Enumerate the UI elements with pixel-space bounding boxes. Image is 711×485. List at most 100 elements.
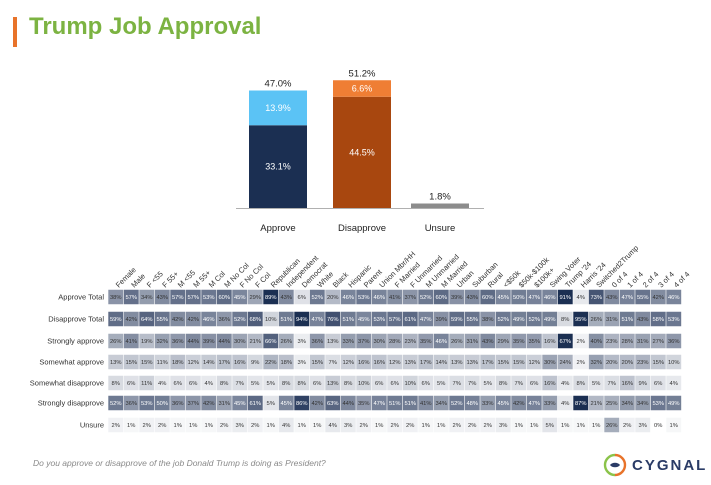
crosstab-cell bbox=[526, 354, 542, 370]
crosstab-cell bbox=[154, 289, 170, 305]
crosstab-cell-value: 3% bbox=[298, 339, 306, 345]
crosstab-cell-value: 1% bbox=[174, 423, 182, 429]
crosstab-cell bbox=[604, 311, 620, 327]
crosstab-cell-value: 32% bbox=[590, 360, 602, 366]
crosstab-cell bbox=[573, 289, 589, 305]
crosstab-cell-value: 42% bbox=[187, 317, 199, 323]
crosstab-cell bbox=[573, 417, 589, 433]
crosstab-cell bbox=[588, 354, 604, 370]
crosstab-cell bbox=[495, 417, 511, 433]
crosstab-cell-value: 28% bbox=[389, 339, 401, 345]
crosstab-cell-value: 44% bbox=[342, 401, 354, 407]
crosstab-cell bbox=[170, 354, 186, 370]
crosstab-cell bbox=[418, 289, 434, 305]
crosstab-cell bbox=[666, 354, 682, 370]
crosstab-cell-value: 20% bbox=[327, 295, 339, 301]
brand-logo: CYGNAL bbox=[602, 453, 707, 477]
crosstab-cell-value: 41% bbox=[125, 339, 137, 345]
crosstab-cell-value: 59% bbox=[451, 317, 463, 323]
crosstab-cell-value: 5% bbox=[546, 423, 554, 429]
crosstab-cell-value: 35% bbox=[358, 401, 370, 407]
crosstab-cell bbox=[650, 354, 666, 370]
crosstab-cell-value: 34% bbox=[637, 401, 649, 407]
bar-somewhat-disapprove bbox=[333, 80, 391, 97]
crosstab-cell-value: 39% bbox=[451, 295, 463, 301]
crosstab-cell bbox=[216, 417, 232, 433]
crosstab-cell-value: 44% bbox=[187, 339, 199, 345]
crosstab-cell-value: 15% bbox=[311, 360, 323, 366]
crosstab-cell bbox=[232, 311, 248, 327]
crosstab-cell-value: 16% bbox=[544, 339, 556, 345]
crosstab-cell bbox=[340, 311, 356, 327]
crosstab-cell bbox=[216, 395, 232, 411]
crosstab-cell bbox=[542, 395, 558, 411]
crosstab-cell-value: 42% bbox=[125, 317, 137, 323]
crosstab-cell bbox=[154, 417, 170, 433]
crosstab-cell bbox=[263, 289, 279, 305]
crosstab-cell-value: 46% bbox=[544, 295, 556, 301]
bar-strong-value-label: 33.1% bbox=[265, 162, 291, 172]
crosstab-cell-value: 47% bbox=[311, 317, 323, 323]
crosstab-cell-value: 46% bbox=[342, 295, 354, 301]
crosstab-cell-value: 20% bbox=[606, 360, 618, 366]
crosstab-cell-value: 8% bbox=[282, 381, 290, 387]
crosstab-cell bbox=[185, 354, 201, 370]
crosstab-cell-value: 14% bbox=[435, 360, 447, 366]
crosstab-cell-value: 35% bbox=[513, 339, 525, 345]
crosstab-cell-value: 43% bbox=[482, 339, 494, 345]
crosstab-cell bbox=[511, 289, 527, 305]
crosstab-cell-value: 6% bbox=[174, 381, 182, 387]
crosstab-cell-value: 67% bbox=[559, 339, 571, 345]
crosstab-cell bbox=[371, 417, 387, 433]
crosstab-cell bbox=[418, 333, 434, 349]
crosstab-cell bbox=[278, 354, 294, 370]
crosstab-cell-value: 48% bbox=[466, 401, 478, 407]
crosstab-cell bbox=[433, 417, 449, 433]
crosstab-cell-value: 2% bbox=[468, 423, 476, 429]
crosstab-cell bbox=[526, 333, 542, 349]
bar-strong-disapprove bbox=[333, 96, 391, 208]
crosstab-cell bbox=[263, 417, 279, 433]
crosstab-cell-value: 4% bbox=[561, 401, 569, 407]
crosstab-cell bbox=[464, 311, 480, 327]
crosstab-cell-value: 34% bbox=[621, 401, 633, 407]
crosstab-cell-value: 10% bbox=[668, 360, 680, 366]
crosstab-cell-value: 50% bbox=[513, 295, 525, 301]
crosstab-cell bbox=[480, 417, 496, 433]
crosstab-cell bbox=[294, 375, 310, 391]
crosstab-cell bbox=[201, 395, 217, 411]
crosstab-cell-value: 45% bbox=[234, 401, 246, 407]
crosstab-cell-value: 51% bbox=[404, 401, 416, 407]
crosstab-cell-value: 9% bbox=[251, 360, 259, 366]
crosstab-cell-value: 45% bbox=[358, 317, 370, 323]
crosstab-cell-value: 89% bbox=[265, 295, 277, 301]
crosstab-cell-value: 16% bbox=[544, 381, 556, 387]
crosstab-cell-value: 42% bbox=[513, 401, 525, 407]
crosstab-cell-value: 26% bbox=[590, 317, 602, 323]
crosstab-cell bbox=[201, 289, 217, 305]
crosstab-cell-value: 43% bbox=[606, 295, 618, 301]
crosstab-cell-value: 26% bbox=[451, 339, 463, 345]
crosstab-cell bbox=[278, 375, 294, 391]
crosstab-cell bbox=[139, 311, 155, 327]
crosstab-column-header: 1 of 4 bbox=[625, 270, 645, 290]
crosstab-cell bbox=[201, 375, 217, 391]
crosstab-cell bbox=[294, 417, 310, 433]
crosstab-cell bbox=[619, 395, 635, 411]
crosstab-cell-value: 5% bbox=[251, 381, 259, 387]
crosstab-cell bbox=[573, 354, 589, 370]
crosstab-cell-value: 24% bbox=[559, 360, 571, 366]
crosstab-cell bbox=[495, 395, 511, 411]
crosstab-cell-value: 15% bbox=[497, 360, 509, 366]
crosstab-cell bbox=[247, 375, 263, 391]
crosstab-cell-value: 43% bbox=[466, 295, 478, 301]
crosstab-cell-value: 52% bbox=[234, 317, 246, 323]
crosstab-cell bbox=[263, 311, 279, 327]
crosstab-cell bbox=[557, 311, 573, 327]
crosstab-cell-value: 34% bbox=[435, 401, 447, 407]
crosstab-cell-value: 59% bbox=[110, 317, 122, 323]
crosstab-cell bbox=[356, 289, 372, 305]
crosstab-cell bbox=[402, 311, 418, 327]
crosstab-cell bbox=[356, 417, 372, 433]
crosstab-column-header: F <55 bbox=[145, 269, 165, 289]
